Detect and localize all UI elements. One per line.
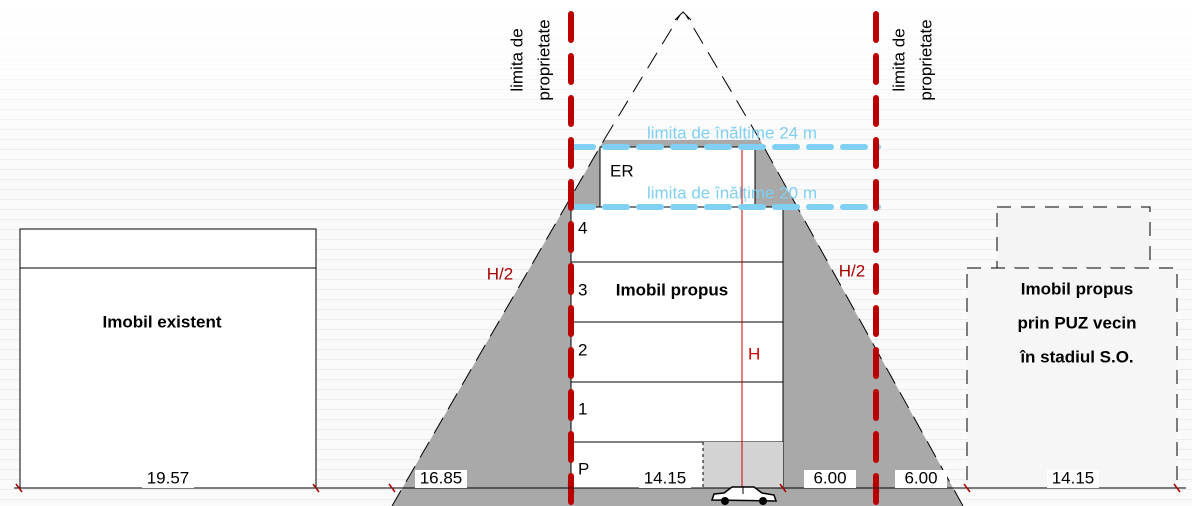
half-height-label: H/2 (839, 261, 865, 280)
property-limit-label: proprietate (534, 19, 553, 100)
property-limit-label: proprietate (916, 19, 935, 100)
neighbor-building (966, 206, 1178, 489)
proposed-label: Imobil propus (616, 280, 728, 299)
dimension-label: 6.00 (813, 468, 846, 487)
dimension-label: 6.00 (904, 468, 937, 487)
dimension-label: 19.57 (147, 468, 190, 487)
neighbor-label: Imobil propus (1021, 279, 1133, 298)
height-label: H (748, 344, 760, 363)
floor-label: P (578, 459, 589, 478)
existing-label: Imobil existent (102, 312, 221, 331)
apex (674, 11, 692, 21)
dimension-label: 16.85 (420, 468, 463, 487)
floor-label: 4 (578, 218, 587, 237)
floor-label: 3 (578, 280, 587, 299)
property-limit-label: limita de (889, 28, 908, 91)
neighbor-label: în stadiul S.O. (1019, 347, 1133, 366)
neighbor-label: prin PUZ vecin (1017, 313, 1136, 332)
dimension-bg (639, 470, 691, 488)
dimension-bg (415, 470, 467, 488)
property-limit-lines (568, 11, 879, 506)
half-height-label: H/2 (487, 264, 513, 283)
floor-label: 2 (578, 340, 587, 359)
height-limit-lines (568, 144, 881, 210)
dimension-bg (142, 470, 194, 488)
height-limit-label: limita de înălțime 24 m (647, 123, 817, 142)
floor-label: 1 (578, 399, 587, 418)
existing-building (19, 228, 317, 489)
dimension-bg (804, 470, 856, 488)
height-limit-label: limita de înălțime 20 m (647, 183, 817, 202)
dimension-label: 14.15 (1052, 468, 1095, 487)
dimension-label: 14.15 (644, 468, 687, 487)
car-icon (710, 486, 778, 505)
dimension-bg (1047, 470, 1099, 488)
property-limit-label: limita de (507, 28, 526, 91)
dimension-ticks (15, 483, 1181, 493)
floor-label: ER (610, 161, 634, 180)
proposed-building (570, 146, 784, 489)
dimension-bg (895, 470, 947, 488)
